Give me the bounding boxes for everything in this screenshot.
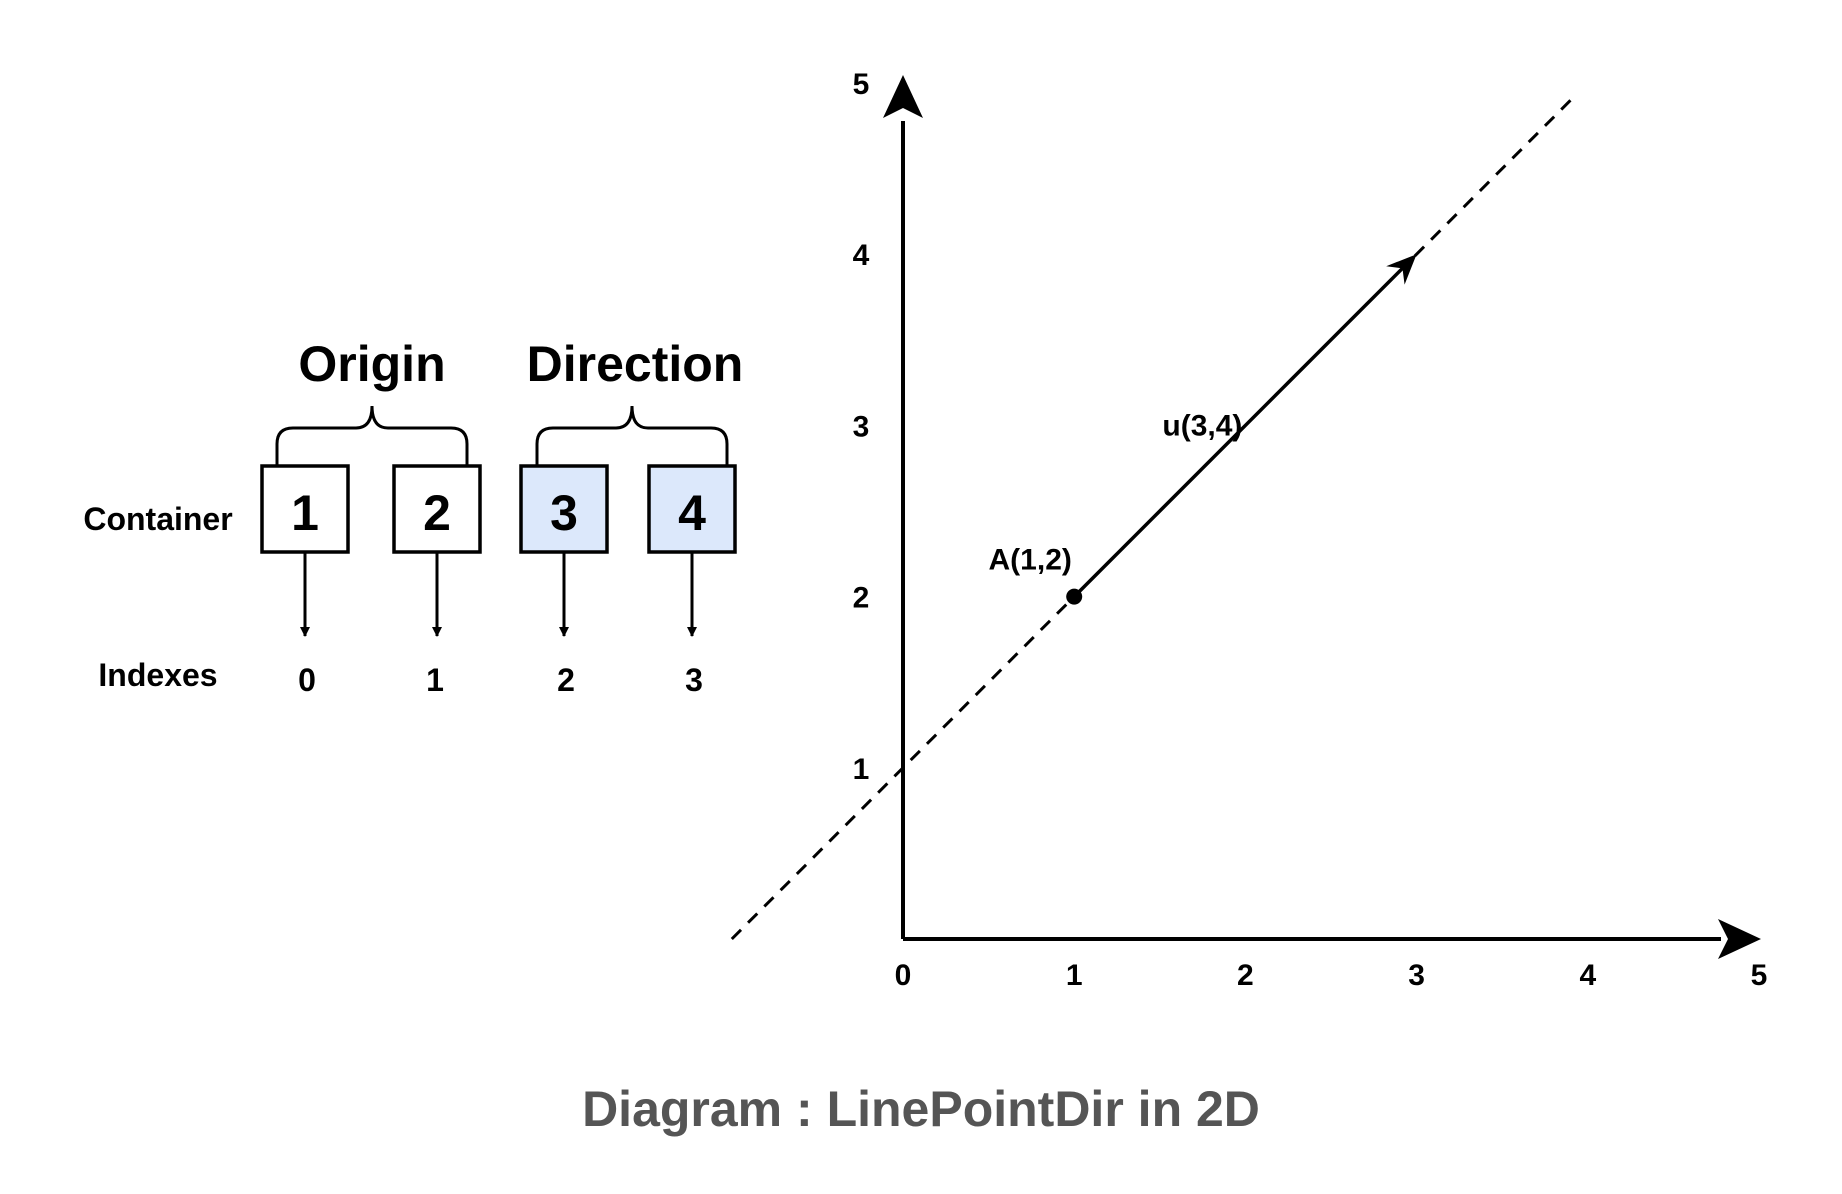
container-cell-1: 2 1 <box>392 464 482 698</box>
container-row-label: Container <box>83 501 232 537</box>
origin-brace <box>275 405 469 466</box>
origin-group-label: Origin <box>298 336 445 392</box>
container-panel: Origin Direction Container Indexes 1 0 2… <box>83 336 743 698</box>
x-tick-label: 1 <box>1066 959 1083 992</box>
container-cell-3: 4 3 <box>647 464 737 698</box>
y-tick-label: 5 <box>853 68 870 101</box>
x-axis-arrowhead <box>1718 919 1761 959</box>
direction-vector <box>1072 262 1408 598</box>
y-tick-label: 4 <box>853 239 870 272</box>
cell-value: 2 <box>423 485 451 541</box>
x-tick-label: 2 <box>1237 959 1254 992</box>
index-value: 2 <box>557 662 575 698</box>
index-value: 3 <box>685 662 703 698</box>
cell-value: 1 <box>291 485 319 541</box>
coordinate-plot: 0 1 2 3 4 5 1 2 3 4 5 A(1,2) u(3,4) <box>730 68 1768 992</box>
y-tick-label: 2 <box>853 582 870 615</box>
x-tick-labels: 0 1 2 3 4 5 <box>895 959 1768 992</box>
diagram-caption: Diagram : LinePointDir in 2D <box>582 1081 1260 1137</box>
x-tick-label: 5 <box>1751 959 1768 992</box>
vector-u-label: u(3,4) <box>1162 409 1242 442</box>
y-tick-labels: 1 2 3 4 5 <box>853 68 870 786</box>
x-tick-label: 3 <box>1408 959 1425 992</box>
y-axis-arrowhead <box>883 75 923 118</box>
direction-brace <box>535 405 729 466</box>
container-cell-2: 3 2 <box>519 464 609 698</box>
index-value: 1 <box>426 662 444 698</box>
cell-box <box>392 464 482 554</box>
x-tick-label: 0 <box>895 959 912 992</box>
index-value: 0 <box>298 662 316 698</box>
x-tick-label: 4 <box>1579 959 1596 992</box>
indexes-row-label: Indexes <box>98 657 217 693</box>
point-a-label: A(1,2) <box>989 544 1072 577</box>
direction-vector-arrowhead <box>1386 254 1417 285</box>
direction-group-label: Direction <box>527 336 744 392</box>
cell-value: 3 <box>550 485 578 541</box>
y-tick-label: 3 <box>853 410 870 443</box>
y-tick-label: 1 <box>853 753 870 786</box>
cell-box <box>519 464 609 554</box>
point-a <box>1066 588 1083 605</box>
cell-value: 4 <box>678 485 706 541</box>
container-cell-0: 1 0 <box>260 464 350 698</box>
